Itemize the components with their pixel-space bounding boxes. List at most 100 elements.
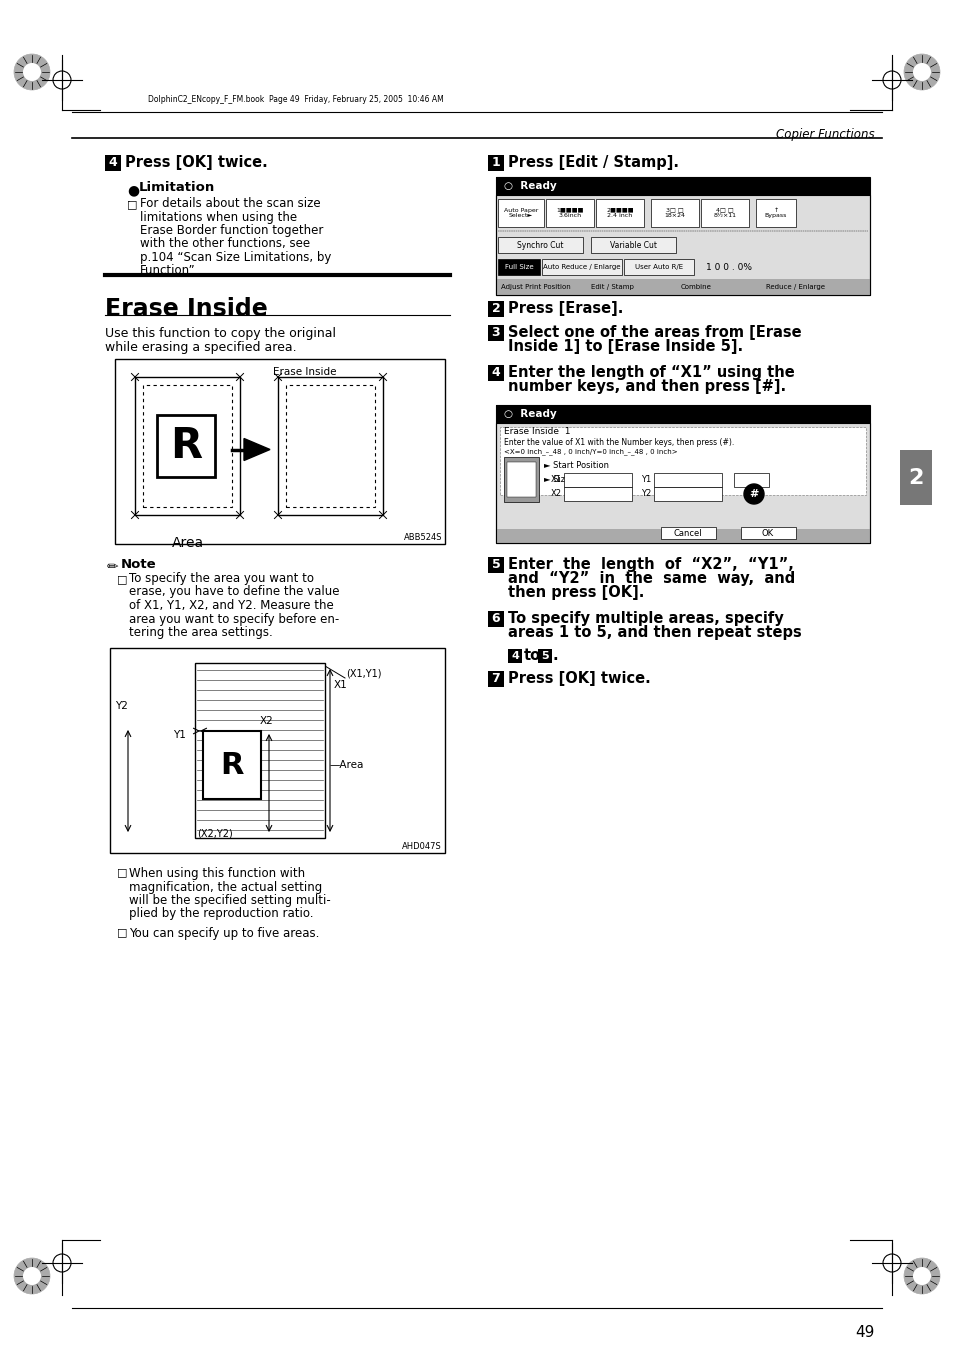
Text: R: R [220, 751, 244, 779]
Circle shape [14, 1258, 50, 1294]
Text: DolphinC2_ENcopy_F_FM.book  Page 49  Friday, February 25, 2005  10:46 AM: DolphinC2_ENcopy_F_FM.book Page 49 Frida… [148, 94, 443, 104]
Text: Copier Functions: Copier Functions [776, 128, 874, 142]
Bar [496, 404, 869, 543]
Text: □: □ [117, 574, 128, 584]
Circle shape [912, 63, 930, 81]
Text: X2: X2 [551, 489, 561, 497]
Text: Enter  the  length  of  “X2”,  “Y1”,: Enter the length of “X2”, “Y1”, [507, 558, 793, 573]
Bar [496, 423, 869, 543]
Text: Use this function to copy the original: Use this function to copy the original [105, 328, 335, 340]
Text: (X1,Y1): (X1,Y1) [346, 669, 381, 678]
Bar [660, 527, 716, 539]
Text: Y1: Y1 [172, 731, 186, 740]
Text: .: . [127, 195, 130, 204]
Text: 7: 7 [491, 673, 500, 686]
Text: Y1: Y1 [504, 472, 511, 477]
Text: Synchro Cut: Synchro Cut [517, 240, 563, 249]
Circle shape [23, 1267, 41, 1285]
Text: (X2,Y2): (X2,Y2) [196, 828, 233, 838]
Bar [157, 415, 214, 477]
Text: ✏: ✏ [107, 559, 118, 574]
Bar [277, 377, 382, 515]
Circle shape [912, 1267, 930, 1285]
Text: Adjust Print Position: Adjust Print Position [500, 284, 570, 290]
Text: Press [OK] twice.: Press [OK] twice. [125, 155, 268, 170]
Text: Y2: Y2 [504, 479, 511, 484]
Bar [700, 200, 748, 226]
Text: #: # [748, 489, 758, 499]
Circle shape [743, 484, 763, 504]
Text: 4: 4 [511, 651, 518, 661]
Text: Select one of the areas from [Erase: Select one of the areas from [Erase [507, 325, 801, 341]
Text: 2: 2 [491, 302, 500, 315]
Bar [499, 427, 865, 495]
Polygon shape [244, 438, 270, 461]
Text: ●: ● [127, 183, 139, 197]
Text: User Auto R/E: User Auto R/E [635, 264, 682, 270]
Text: To specify the area you want to: To specify the area you want to [129, 572, 314, 585]
Text: Press [OK] twice.: Press [OK] twice. [507, 671, 650, 686]
Text: Variable Cut: Variable Cut [609, 240, 657, 249]
Text: .: . [553, 647, 558, 662]
Text: Inside 1] to [Erase Inside 5].: Inside 1] to [Erase Inside 5]. [507, 340, 742, 355]
Bar [623, 259, 693, 275]
Text: 1 0 0 . 0%: 1 0 0 . 0% [705, 263, 751, 271]
Bar [497, 200, 543, 226]
Bar [286, 386, 375, 507]
Text: To specify multiple areas, specify: To specify multiple areas, specify [507, 612, 783, 627]
Bar [654, 487, 721, 501]
Text: p.104 “Scan Size Limitations, by: p.104 “Scan Size Limitations, by [140, 251, 331, 264]
Text: Erase Inside: Erase Inside [105, 297, 268, 321]
Bar [506, 462, 536, 497]
Circle shape [903, 54, 939, 90]
Text: ____  ,  __  inch: ____ , __ inch [572, 477, 623, 484]
Bar [488, 557, 503, 573]
Circle shape [23, 63, 41, 81]
Text: Erase Border function together: Erase Border function together [140, 224, 323, 237]
Text: 2: 2 [907, 468, 923, 488]
Text: ____  ,  __  inch: ____ , __ inch [661, 491, 713, 497]
Bar [755, 200, 795, 226]
Text: Combine: Combine [680, 284, 711, 290]
Text: tering the area settings.: tering the area settings. [129, 625, 273, 639]
Bar [545, 200, 594, 226]
Bar [654, 473, 721, 487]
Text: X1: X1 [551, 474, 561, 484]
Text: Y2: Y2 [115, 701, 128, 710]
Bar [496, 177, 869, 295]
Bar [740, 527, 795, 539]
Text: while erasing a specified area.: while erasing a specified area. [105, 341, 296, 355]
Bar [496, 279, 869, 295]
Text: magnification, the actual setting: magnification, the actual setting [129, 880, 322, 894]
Text: ○  Ready: ○ Ready [503, 181, 557, 191]
Text: 49: 49 [855, 1325, 874, 1340]
Text: □: □ [117, 867, 128, 878]
Text: Note: Note [121, 558, 156, 572]
Text: Y1: Y1 [640, 474, 651, 484]
Text: Y2: Y2 [640, 489, 651, 497]
Text: Full Size: Full Size [504, 264, 533, 270]
Circle shape [14, 54, 50, 90]
Bar [488, 365, 503, 381]
Text: ABB524S: ABB524S [403, 532, 441, 542]
Text: 5: 5 [491, 558, 500, 572]
Text: 4: 4 [491, 367, 500, 380]
Text: plied by the reproduction ratio.: plied by the reproduction ratio. [129, 907, 314, 921]
Text: and  “Y2”  in  the  same  way,  and: and “Y2” in the same way, and [507, 572, 795, 586]
Bar [488, 155, 503, 171]
Text: Erase Inside: Erase Inside [273, 367, 336, 377]
Text: Auto Reduce / Enlarge: Auto Reduce / Enlarge [542, 264, 620, 270]
Text: Cancel: Cancel [673, 528, 701, 538]
Text: AHD047S: AHD047S [402, 842, 441, 851]
Bar [503, 457, 538, 501]
Text: <X=0 inch_–_48 , 0 inch/Y=0 inch_–_48 , 0 inch>: <X=0 inch_–_48 , 0 inch/Y=0 inch_–_48 , … [503, 448, 677, 454]
Bar [596, 200, 643, 226]
Text: ____  ,  __  inch: ____ , __ inch [661, 477, 713, 484]
Text: □: □ [117, 927, 128, 937]
Text: ____  ,  __  inch: ____ , __ inch [572, 491, 623, 497]
Bar [496, 195, 869, 295]
Text: ↑
Bypass: ↑ Bypass [764, 208, 786, 218]
Text: Reduce / Enlarge: Reduce / Enlarge [765, 284, 824, 290]
Text: Function”.: Function”. [140, 264, 199, 278]
Bar [496, 177, 869, 195]
